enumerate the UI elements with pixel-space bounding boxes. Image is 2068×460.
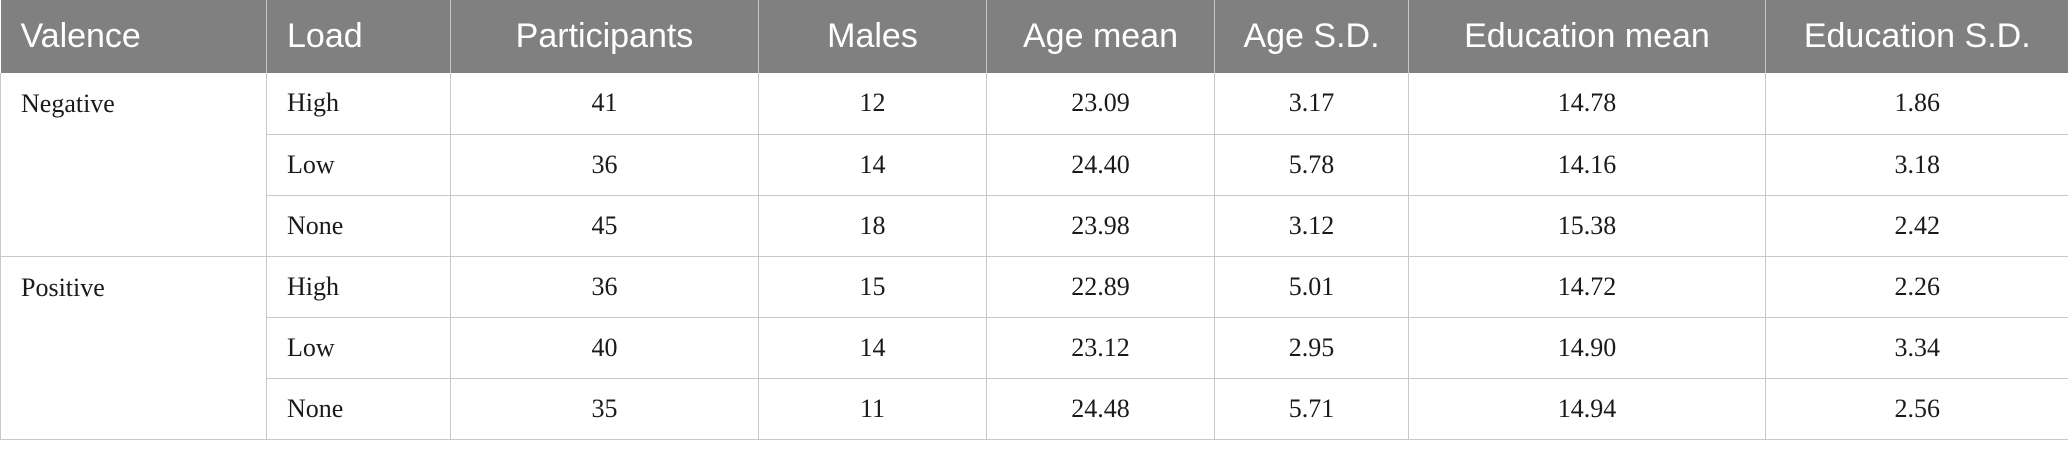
age-mean-cell: 23.12 <box>986 317 1215 379</box>
header-education-sd: Education S.D. <box>1765 0 2068 73</box>
participants-cell: 45 <box>450 195 759 257</box>
age-mean-cell: 22.89 <box>986 256 1215 318</box>
males-cell: 14 <box>758 317 987 379</box>
header-education-mean: Education mean <box>1408 0 1766 73</box>
education-mean-cell: 14.94 <box>1408 378 1766 440</box>
age-sd-cell: 5.78 <box>1214 134 1409 196</box>
load-cell: None <box>266 195 451 257</box>
valence-cell-negative: Negative <box>0 73 267 257</box>
education-sd-cell: 3.18 <box>1765 134 2068 196</box>
table-row: None 45 18 23.98 3.12 15.38 2.42 <box>1 195 2068 257</box>
participants-cell: 41 <box>450 73 759 135</box>
education-mean-cell: 14.16 <box>1408 134 1766 196</box>
males-cell: 18 <box>758 195 987 257</box>
education-mean-cell: 14.72 <box>1408 256 1766 318</box>
table-row: None 35 11 24.48 5.71 14.94 2.56 <box>1 378 2068 440</box>
table-row: Low 40 14 23.12 2.95 14.90 3.34 <box>1 317 2068 379</box>
age-sd-cell: 3.12 <box>1214 195 1409 257</box>
load-cell: High <box>266 73 451 135</box>
education-sd-cell: 2.42 <box>1765 195 2068 257</box>
header-valence: Valence <box>20 17 141 55</box>
males-cell: 15 <box>758 256 987 318</box>
age-sd-cell: 5.01 <box>1214 256 1409 318</box>
table-row: Negative High 41 12 23.09 3.17 14.78 1.8… <box>0 73 2068 257</box>
age-sd-cell: 5.71 <box>1214 378 1409 440</box>
age-mean-cell: 24.48 <box>986 378 1215 440</box>
load-cell: None <box>266 378 451 440</box>
participants-cell: 36 <box>450 256 759 318</box>
education-sd-cell: 3.34 <box>1765 317 2068 379</box>
header-load: Load <box>266 0 451 73</box>
header-males: Males <box>758 0 987 73</box>
education-sd-cell: 2.56 <box>1765 378 2068 440</box>
age-sd-cell: 3.17 <box>1214 73 1409 135</box>
table-row: Positive High 36 15 22.89 5.01 14.72 2.2… <box>0 256 2068 440</box>
valence-cell-positive: Positive <box>0 256 267 440</box>
participants-cell: 35 <box>450 378 759 440</box>
age-mean-cell: 24.40 <box>986 134 1215 196</box>
load-cell: Low <box>266 134 451 196</box>
education-mean-cell: 14.90 <box>1408 317 1766 379</box>
education-mean-cell: 15.38 <box>1408 195 1766 257</box>
header-participants: Participants <box>450 0 759 73</box>
load-cell: High <box>266 256 451 318</box>
age-mean-cell: 23.09 <box>986 73 1215 135</box>
demographics-table: Valence Load Participants Males Age mean… <box>0 0 2068 440</box>
table-row: Low 36 14 24.40 5.78 14.16 3.18 <box>1 134 2068 196</box>
load-cell: Low <box>266 317 451 379</box>
header-age-mean: Age mean <box>986 0 1215 73</box>
education-mean-cell: 14.78 <box>1408 73 1766 135</box>
education-sd-cell: 1.86 <box>1765 73 2068 135</box>
males-cell: 12 <box>758 73 987 135</box>
age-mean-cell: 23.98 <box>986 195 1215 257</box>
males-cell: 11 <box>758 378 987 440</box>
males-cell: 14 <box>758 134 987 196</box>
education-sd-cell: 2.26 <box>1765 256 2068 318</box>
header-row: Valence Load Participants Males Age mean… <box>0 0 2068 73</box>
age-sd-cell: 2.95 <box>1214 317 1409 379</box>
header-age-sd: Age S.D. <box>1214 0 1409 73</box>
participants-cell: 40 <box>450 317 759 379</box>
participants-cell: 36 <box>450 134 759 196</box>
